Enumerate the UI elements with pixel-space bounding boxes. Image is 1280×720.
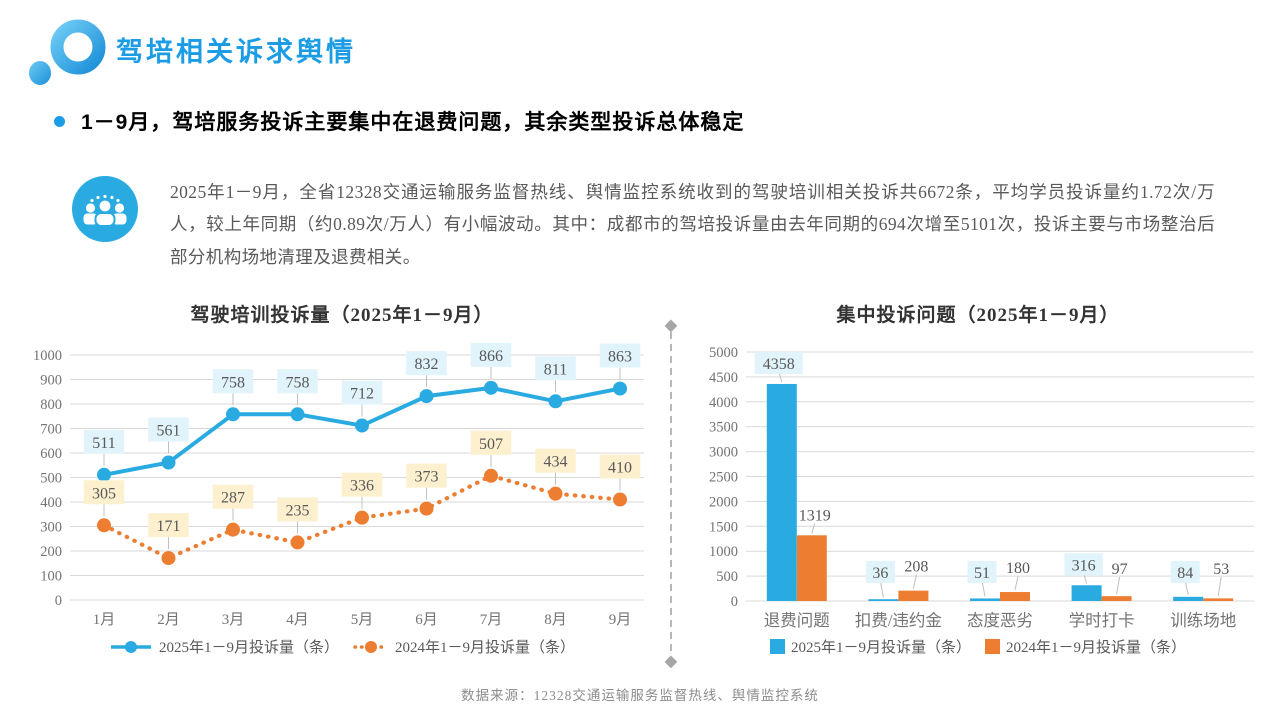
svg-text:600: 600: [40, 446, 62, 462]
svg-text:511: 511: [92, 435, 115, 452]
svg-text:171: 171: [157, 518, 181, 535]
summary-text: 2025年1－9月，全省12328交通运输服务监督热线、舆情监控系统收到的驾驶培…: [170, 182, 1215, 267]
svg-text:8月: 8月: [544, 612, 567, 628]
bar-chart: 0 500 1000 1500 2000 2500 3000 3500 4000 4500 5000…: [709, 345, 1254, 630]
legend-label: 2024年1－9月投诉量（条）: [1006, 640, 1187, 656]
svg-text:1000: 1000: [709, 544, 738, 560]
svg-text:53: 53: [1213, 561, 1229, 578]
svg-text:410: 410: [608, 460, 632, 477]
svg-text:758: 758: [221, 374, 245, 391]
legend-label: 2025年1－9月投诉量（条）: [158, 640, 339, 656]
data-source-note: 数据来源：12328交通运输服务监督热线、舆情监控系统: [461, 688, 819, 703]
legend-item-2025: 2025年1－9月投诉量（条）: [769, 636, 971, 657]
svg-text:4000: 4000: [709, 395, 738, 411]
svg-text:208: 208: [904, 559, 928, 576]
svg-text:336: 336: [350, 478, 374, 495]
svg-text:2月: 2月: [157, 612, 180, 628]
svg-text:800: 800: [40, 397, 62, 413]
svg-text:758: 758: [286, 374, 310, 391]
svg-text:训练场地: 训练场地: [1170, 611, 1236, 630]
svg-text:305: 305: [92, 485, 116, 502]
svg-text:235: 235: [286, 502, 310, 519]
svg-text:1500: 1500: [709, 519, 738, 535]
svg-text:2000: 2000: [709, 494, 738, 510]
svg-text:811: 811: [544, 361, 567, 378]
svg-text:退费问题: 退费问题: [764, 611, 830, 630]
svg-text:3月: 3月: [222, 612, 245, 628]
svg-text:0: 0: [731, 594, 738, 610]
svg-text:900: 900: [40, 373, 62, 389]
brand-logo-icon: [29, 19, 106, 85]
svg-text:500: 500: [40, 471, 62, 487]
svg-text:866: 866: [479, 348, 503, 365]
svg-text:扣费/违约金: 扣费/违约金: [855, 611, 943, 630]
orange-square-icon: [985, 639, 1000, 654]
legend-label: 2024年1－9月投诉量（条）: [395, 640, 576, 656]
svg-text:712: 712: [350, 386, 374, 403]
svg-text:5000: 5000: [709, 345, 738, 361]
page-title: 驾培相关诉求舆情: [116, 37, 356, 67]
svg-text:316: 316: [1072, 557, 1096, 574]
line-chart-legend: 2025年1－9月投诉量（条） 2024年1－9月投诉量（条）: [28, 636, 656, 657]
section-divider: [664, 319, 678, 669]
svg-text:学时打卡: 学时打卡: [1069, 611, 1135, 630]
svg-text:36: 36: [872, 565, 888, 582]
svg-text:100: 100: [40, 569, 62, 585]
svg-text:507: 507: [479, 436, 503, 453]
dotted-marker-icon: [353, 640, 389, 653]
line-chart-panel: 驾驶培训投诉量（2025年1－9月） 0 100 200 300 400 500 600 70…: [28, 300, 656, 657]
svg-text:84: 84: [1177, 565, 1193, 582]
people-group-icon: [72, 176, 138, 242]
svg-text:832: 832: [415, 356, 439, 373]
svg-text:态度恶劣: 态度恶劣: [967, 611, 1033, 630]
svg-text:4358: 4358: [763, 356, 795, 373]
svg-text:287: 287: [221, 490, 245, 507]
line-chart-title: 驾驶培训投诉量（2025年1－9月）: [190, 305, 494, 326]
svg-text:3500: 3500: [709, 420, 738, 436]
blue-square-icon: [769, 639, 785, 654]
svg-text:1319: 1319: [799, 507, 831, 524]
bar-chart-panel: 集中投诉问题（2025年1－9月） 0 500 1000 1500 2000 2500 30…: [688, 300, 1268, 657]
svg-text:373: 373: [415, 469, 439, 486]
legend-item-2025: 2025年1－9月投诉量（条）: [109, 636, 339, 657]
svg-text:51: 51: [974, 565, 990, 582]
svg-text:5月: 5月: [351, 612, 374, 628]
svg-text:4500: 4500: [709, 370, 738, 386]
legend-item-2024: 2024年1－9月投诉量（条）: [985, 636, 1186, 657]
svg-text:561: 561: [157, 423, 181, 440]
svg-text:434: 434: [544, 454, 568, 471]
line-chart: 0 100 200 300 400 500 600 700 800 900 1000 1月 2月 3月 4月…: [33, 342, 644, 628]
svg-text:200: 200: [40, 544, 62, 560]
headline-text: 1－9月，驾培服务投诉主要集中在退费问题，其余类型投诉总体稳定: [81, 111, 745, 134]
svg-text:1000: 1000: [33, 348, 62, 364]
svg-text:300: 300: [40, 520, 62, 536]
headline: 1－9月，驾培服务投诉主要集中在退费问题，其余类型投诉总体稳定: [54, 106, 744, 136]
svg-text:2500: 2500: [709, 470, 738, 486]
svg-text:3000: 3000: [709, 445, 738, 461]
line-marker-icon: [110, 640, 151, 653]
svg-text:7月: 7月: [480, 612, 503, 628]
svg-text:700: 700: [40, 422, 62, 438]
svg-text:180: 180: [1006, 560, 1030, 577]
bar-chart-legend: 2025年1－9月投诉量（条） 2024年1－9月投诉量（条）: [688, 636, 1268, 657]
legend-label: 2025年1－9月投诉量（条）: [790, 640, 971, 656]
svg-text:4月: 4月: [286, 612, 309, 628]
bullet-dot-icon: [54, 115, 65, 127]
svg-text:9月: 9月: [609, 612, 632, 628]
legend-item-2024: 2024年1－9月投诉量（条）: [353, 636, 575, 657]
bar-chart-title: 集中投诉问题（2025年1－9月）: [836, 305, 1120, 326]
svg-text:400: 400: [40, 495, 62, 511]
svg-text:863: 863: [608, 349, 632, 366]
svg-text:500: 500: [716, 569, 738, 585]
svg-text:6月: 6月: [415, 612, 438, 628]
svg-text:1月: 1月: [93, 612, 116, 628]
svg-text:97: 97: [1112, 561, 1128, 578]
svg-text:0: 0: [55, 593, 62, 609]
